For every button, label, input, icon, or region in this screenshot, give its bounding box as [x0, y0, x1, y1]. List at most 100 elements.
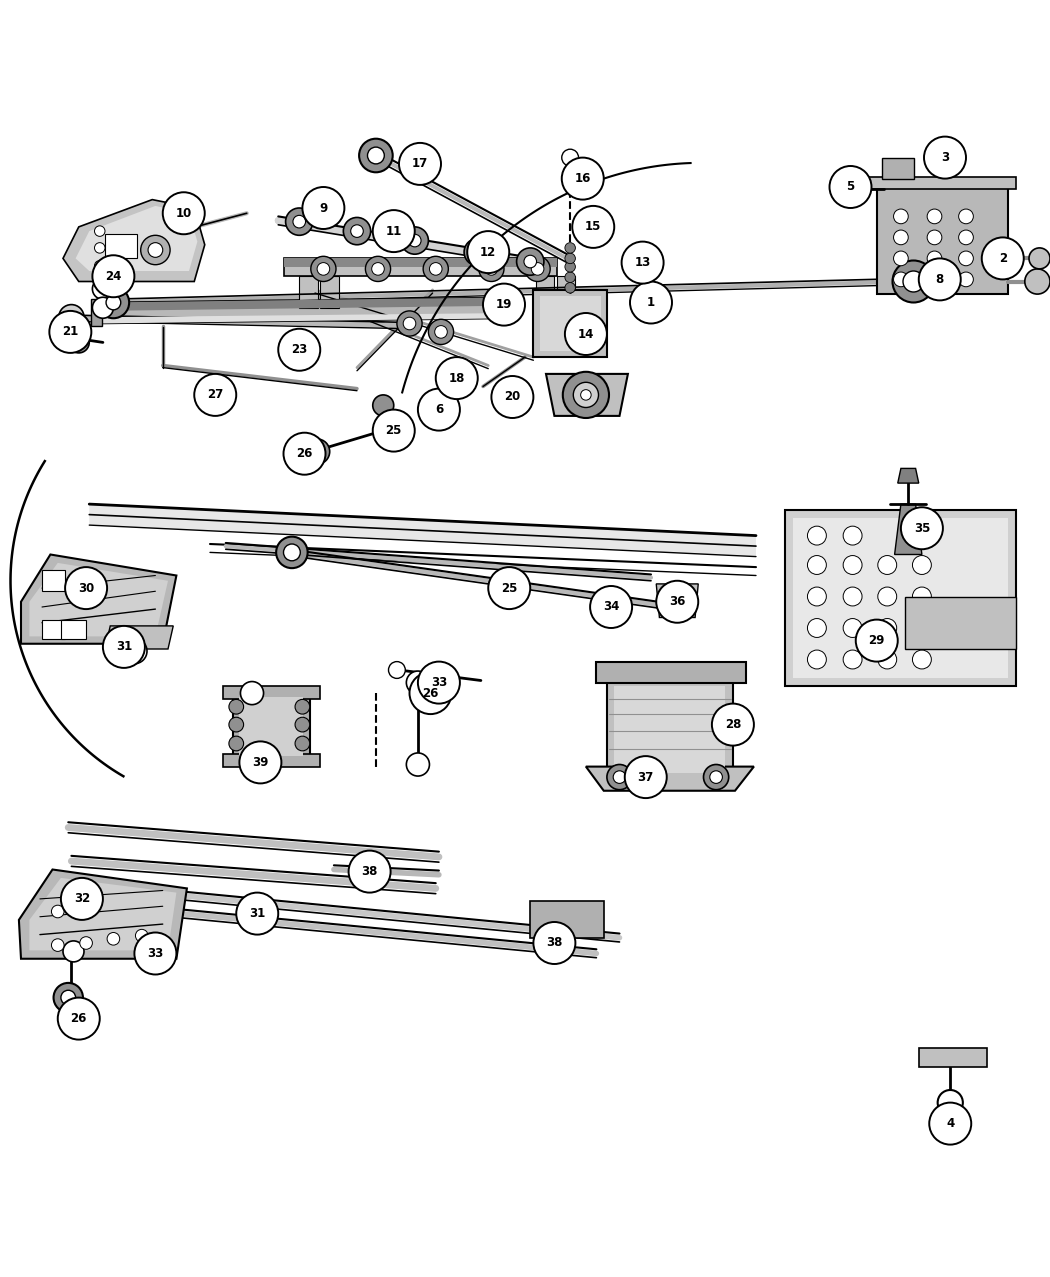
Circle shape — [397, 310, 422, 336]
Polygon shape — [607, 678, 733, 780]
Circle shape — [563, 372, 609, 418]
Circle shape — [630, 281, 672, 323]
Circle shape — [373, 410, 415, 452]
Text: 26: 26 — [70, 1013, 87, 1025]
Circle shape — [843, 526, 862, 545]
Text: 15: 15 — [585, 221, 602, 234]
Circle shape — [959, 230, 973, 245]
Circle shape — [912, 555, 931, 575]
Circle shape — [418, 388, 460, 430]
Circle shape — [531, 263, 544, 276]
Circle shape — [807, 526, 826, 545]
Circle shape — [63, 941, 84, 962]
Circle shape — [565, 253, 575, 263]
Circle shape — [148, 243, 163, 258]
Circle shape — [807, 555, 826, 575]
Circle shape — [572, 206, 614, 248]
Circle shape — [856, 619, 898, 661]
Circle shape — [807, 650, 826, 669]
Text: 25: 25 — [385, 424, 402, 437]
Text: 2: 2 — [999, 252, 1007, 264]
Circle shape — [229, 700, 244, 714]
Circle shape — [418, 661, 460, 704]
Circle shape — [373, 211, 415, 252]
Circle shape — [311, 446, 323, 458]
Polygon shape — [869, 176, 1016, 189]
Circle shape — [135, 930, 148, 942]
Circle shape — [607, 765, 632, 789]
Text: 19: 19 — [496, 298, 512, 312]
Text: 17: 17 — [412, 157, 428, 170]
Circle shape — [843, 555, 862, 575]
Polygon shape — [898, 469, 919, 483]
Circle shape — [894, 252, 908, 266]
Text: 28: 28 — [724, 718, 741, 732]
Circle shape — [533, 922, 575, 964]
Text: 9: 9 — [319, 202, 328, 215]
Circle shape — [435, 326, 447, 338]
Circle shape — [959, 252, 973, 266]
Circle shape — [51, 905, 64, 918]
Polygon shape — [89, 504, 756, 557]
Polygon shape — [223, 753, 320, 766]
Circle shape — [80, 937, 92, 949]
Circle shape — [239, 742, 281, 783]
Circle shape — [295, 700, 310, 714]
Circle shape — [471, 245, 484, 258]
Circle shape — [938, 1091, 963, 1115]
Circle shape — [399, 143, 441, 185]
Circle shape — [919, 258, 961, 300]
Circle shape — [403, 317, 416, 329]
Circle shape — [912, 618, 931, 637]
Circle shape — [562, 157, 604, 199]
Polygon shape — [546, 374, 628, 416]
Text: 33: 33 — [147, 948, 164, 960]
Circle shape — [622, 241, 664, 283]
Text: 6: 6 — [435, 404, 443, 416]
Circle shape — [410, 672, 452, 714]
Text: 30: 30 — [78, 581, 94, 595]
Polygon shape — [21, 554, 176, 644]
Circle shape — [894, 230, 908, 245]
Text: 11: 11 — [385, 225, 402, 238]
Circle shape — [959, 209, 973, 223]
Circle shape — [194, 374, 236, 416]
Text: 27: 27 — [207, 388, 224, 401]
Polygon shape — [19, 870, 187, 959]
Polygon shape — [284, 258, 556, 276]
Circle shape — [229, 718, 244, 732]
Circle shape — [284, 433, 326, 475]
Text: 23: 23 — [291, 344, 308, 356]
Circle shape — [1025, 269, 1050, 294]
Circle shape — [406, 670, 429, 695]
Text: 38: 38 — [546, 936, 563, 950]
Circle shape — [293, 216, 306, 229]
Circle shape — [58, 997, 100, 1039]
Text: 12: 12 — [480, 245, 497, 259]
Text: 26: 26 — [296, 447, 313, 460]
Circle shape — [94, 226, 105, 236]
Circle shape — [924, 137, 966, 179]
Circle shape — [122, 638, 147, 664]
Circle shape — [68, 332, 89, 352]
Circle shape — [408, 234, 421, 246]
Circle shape — [134, 932, 176, 974]
Polygon shape — [596, 661, 746, 683]
Circle shape — [343, 217, 371, 245]
Text: 31: 31 — [249, 907, 266, 921]
Text: 21: 21 — [62, 326, 79, 338]
Circle shape — [613, 771, 626, 783]
Circle shape — [368, 147, 384, 163]
Circle shape — [807, 587, 826, 607]
Polygon shape — [656, 584, 698, 618]
Circle shape — [388, 661, 405, 678]
Polygon shape — [530, 902, 604, 937]
Text: 13: 13 — [634, 257, 651, 269]
Polygon shape — [536, 276, 554, 308]
Circle shape — [317, 263, 330, 276]
Circle shape — [517, 248, 544, 276]
Circle shape — [359, 139, 393, 172]
Circle shape — [590, 586, 632, 628]
Circle shape — [927, 230, 942, 245]
Circle shape — [141, 235, 170, 264]
